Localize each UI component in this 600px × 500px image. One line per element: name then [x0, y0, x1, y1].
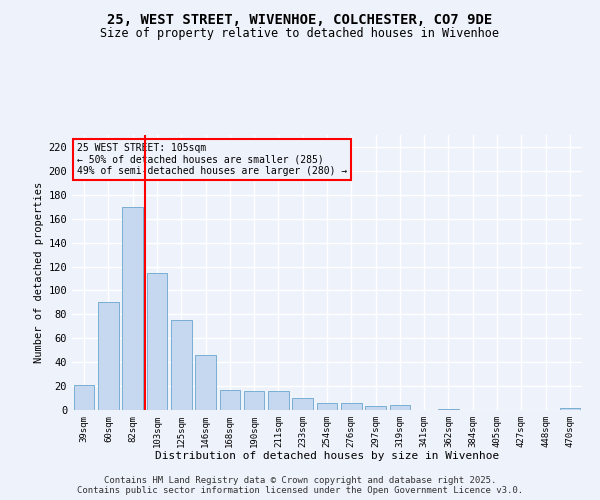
Text: 25 WEST STREET: 105sqm
← 50% of detached houses are smaller (285)
49% of semi-de: 25 WEST STREET: 105sqm ← 50% of detached… — [77, 143, 347, 176]
Bar — [341, 403, 362, 410]
Bar — [365, 406, 386, 410]
Text: 25, WEST STREET, WIVENHOE, COLCHESTER, CO7 9DE: 25, WEST STREET, WIVENHOE, COLCHESTER, C… — [107, 12, 493, 26]
Text: Size of property relative to detached houses in Wivenhoe: Size of property relative to detached ho… — [101, 28, 499, 40]
Bar — [560, 408, 580, 410]
Bar — [317, 403, 337, 410]
Bar — [220, 390, 240, 410]
Bar — [98, 302, 119, 410]
Bar — [244, 391, 265, 410]
Bar — [292, 398, 313, 410]
Bar — [122, 206, 143, 410]
Bar — [268, 391, 289, 410]
Bar — [146, 272, 167, 410]
Bar — [74, 385, 94, 410]
Bar — [389, 405, 410, 410]
Bar — [195, 355, 216, 410]
Bar — [171, 320, 191, 410]
Text: Contains HM Land Registry data © Crown copyright and database right 2025.
Contai: Contains HM Land Registry data © Crown c… — [77, 476, 523, 495]
X-axis label: Distribution of detached houses by size in Wivenhoe: Distribution of detached houses by size … — [155, 452, 499, 462]
Y-axis label: Number of detached properties: Number of detached properties — [34, 182, 44, 363]
Bar — [438, 409, 459, 410]
